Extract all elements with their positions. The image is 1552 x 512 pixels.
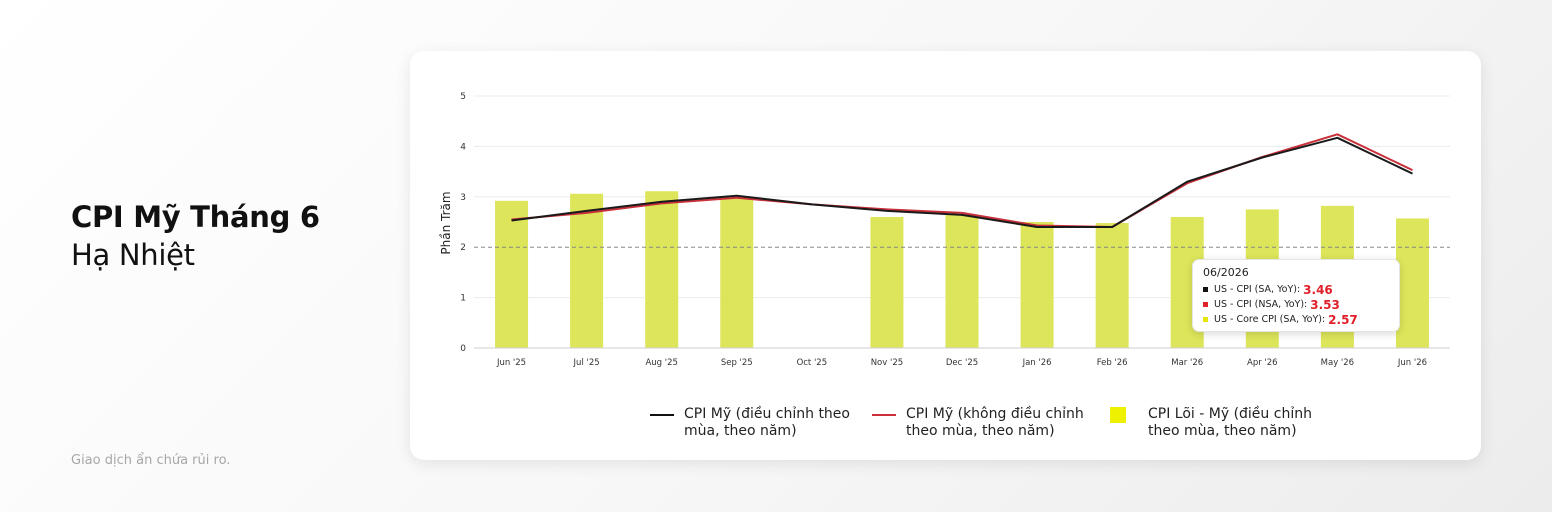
tooltip-marker-core [1203,317,1208,322]
legend-label: CPI Lõi - Mỹ (điều chỉnh theo mùa, theo … [1148,406,1312,439]
tooltip-row-core: US - Core CPI (SA, YoY): 2.57 [1203,312,1389,327]
legend-swatch-box [1110,407,1126,423]
core-cpi-bar[interactable] [645,191,679,348]
core-cpi-bar[interactable] [1395,218,1429,348]
cpi-series-line[interactable] [511,136,1413,228]
legend-item-cpi-sa[interactable]: CPI Mỹ (điều chỉnh theo mùa, theo năm) [650,406,874,440]
tooltip-row-nsa: US - CPI (NSA, YoY): 3.53 [1203,297,1389,312]
y-tick-label: 1 [460,294,466,304]
legend-swatch-line [872,414,896,416]
core-cpi-bar[interactable] [1095,223,1129,348]
tooltip-row-sa: US - CPI (SA, YoY): 3.46 [1203,282,1389,297]
x-tick-label: Jan '26 [1022,358,1052,368]
core-cpi-bars [495,191,1429,348]
core-cpi-bar[interactable] [720,197,754,348]
core-cpi-bar[interactable] [870,216,904,348]
core-cpi-bar[interactable] [945,214,979,348]
legend-swatch-line [650,414,674,416]
tooltip-series-name: US - CPI (SA, YoY): [1214,284,1301,295]
x-tick-label: May '26 [1321,358,1354,368]
headline-light: Hạ Nhiệt [71,238,195,272]
y-axis-ticks: 0 1 2 3 4 5 [460,92,466,354]
tooltip-marker-nsa [1203,302,1208,307]
x-tick-label: Aug '25 [645,358,677,368]
core-cpi-bar[interactable] [495,200,529,348]
x-axis-ticks: Jun '25 Jul '25 Aug '25 Sep '25 Oct '25 Nov '… [496,358,1427,368]
tooltip-series-name: US - CPI (NSA, YoY): [1214,299,1308,310]
y-tick-label: 2 [460,243,466,253]
y-tick-label: 4 [460,142,466,152]
legend-item-cpi-nsa[interactable]: CPI Mỹ (không điều chỉnh theo mùa, theo … [872,406,1096,440]
chart-card: 0 1 2 3 4 5 Phần Trăm Jun '25 Jul '25 Aug '25 Se… [410,51,1481,460]
data-tooltip: 06/2026 US - CPI (SA, YoY): 3.46 US - CP… [1192,259,1400,332]
x-tick-label: Jul '25 [573,358,600,368]
core-cpi-bar[interactable] [1020,222,1054,348]
y-tick-label: 0 [460,344,466,354]
legend-item-core-cpi[interactable]: CPI Lõi - Mỹ (điều chỉnh theo mùa, theo … [1110,406,1338,440]
x-tick-label: Sep '25 [721,358,753,368]
y-axis-label: Phần Trăm [439,191,453,254]
x-tick-label: Dec '25 [946,358,978,368]
risk-disclaimer: Giao dịch ẩn chứa rủi ro. [71,453,231,468]
legend-label: CPI Mỹ (không điều chỉnh theo mùa, theo … [906,406,1084,439]
x-tick-label: Mar '26 [1171,358,1203,368]
x-tick-label: Jun '25 [496,358,526,368]
x-tick-label: Feb '26 [1097,358,1128,368]
tooltip-marker-sa [1203,287,1208,292]
tooltip-series-value: 3.53 [1310,297,1340,312]
headline-bold: CPI Mỹ Tháng 6 [71,200,320,234]
y-tick-label: 3 [460,193,466,203]
cpi-lines [511,133,1413,228]
cpi-chart: 0 1 2 3 4 5 Phần Trăm Jun '25 Jul '25 Aug '25 Se… [439,92,1450,368]
headline: CPI Mỹ Tháng 6 Hạ Nhiệt [71,198,320,274]
x-tick-label: Oct '25 [797,358,828,368]
core-cpi-bar[interactable] [570,193,604,348]
tooltip-series-value: 3.46 [1303,282,1333,297]
tooltip-series-value: 2.57 [1328,312,1358,327]
x-tick-label: Nov '25 [871,358,903,368]
tooltip-date: 06/2026 [1203,266,1249,279]
chart-legend: CPI Mỹ (điều chỉnh theo mùa, theo năm) C… [650,406,1470,446]
x-tick-label: Apr '26 [1247,358,1278,368]
x-tick-label: Jun '26 [1397,358,1427,368]
legend-label: CPI Mỹ (điều chỉnh theo mùa, theo năm) [684,406,850,439]
y-tick-label: 5 [460,92,466,102]
tooltip-series-name: US - Core CPI (SA, YoY): [1214,314,1326,325]
